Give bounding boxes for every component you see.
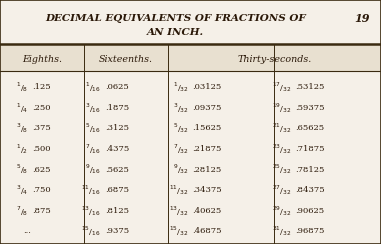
Text: .21875: .21875 (192, 145, 222, 153)
Text: $^{1}$/$_{32}$: $^{1}$/$_{32}$ (173, 80, 189, 94)
Text: $^{1}$/$_{16}$: $^{1}$/$_{16}$ (85, 80, 101, 94)
Text: $^{3}$/$_{16}$: $^{3}$/$_{16}$ (85, 101, 101, 115)
Text: .875: .875 (32, 207, 51, 215)
Text: .750: .750 (32, 186, 51, 194)
Text: .3125: .3125 (105, 124, 129, 132)
Text: Sixteenths.: Sixteenths. (99, 55, 153, 64)
Text: .9375: .9375 (105, 227, 129, 235)
Text: .71875: .71875 (295, 145, 325, 153)
Text: $^{3}$/$_{32}$: $^{3}$/$_{32}$ (173, 101, 189, 115)
Text: .4375: .4375 (105, 145, 129, 153)
Text: .1875: .1875 (105, 104, 129, 112)
Text: $^{13}$/$_{32}$: $^{13}$/$_{32}$ (169, 204, 189, 218)
Text: .09375: .09375 (192, 104, 222, 112)
Bar (0, 44, 381, 71)
Text: .34375: .34375 (192, 186, 222, 194)
Text: $^{1}$/$_{2}$: $^{1}$/$_{2}$ (16, 142, 29, 156)
Text: .8125: .8125 (105, 207, 129, 215)
Text: $^{3}$/$_{4}$: $^{3}$/$_{4}$ (16, 183, 29, 197)
Text: Thirty-seconds.: Thirty-seconds. (237, 55, 311, 64)
Text: .6875: .6875 (105, 186, 129, 194)
Text: .96875: .96875 (295, 227, 325, 235)
Text: .0625: .0625 (105, 83, 128, 91)
Text: .5625: .5625 (105, 165, 129, 173)
Text: .78125: .78125 (295, 165, 325, 173)
Text: .59375: .59375 (295, 104, 325, 112)
Text: .53125: .53125 (295, 83, 325, 91)
Text: DECIMAL EQUIVALENTS OF FRACTIONS OF: DECIMAL EQUIVALENTS OF FRACTIONS OF (45, 14, 306, 23)
Text: $^{9}$/$_{32}$: $^{9}$/$_{32}$ (173, 163, 189, 176)
Text: $^{1}$/$_{4}$: $^{1}$/$_{4}$ (16, 101, 29, 115)
Text: $^{5}$/$_{8}$: $^{5}$/$_{8}$ (16, 163, 29, 176)
Text: $^{25}$/$_{32}$: $^{25}$/$_{32}$ (272, 163, 291, 176)
Text: $^{31}$/$_{32}$: $^{31}$/$_{32}$ (272, 224, 291, 238)
Text: $^{11}$/$_{16}$: $^{11}$/$_{16}$ (81, 183, 101, 197)
Text: .500: .500 (32, 145, 51, 153)
Text: .90625: .90625 (295, 207, 324, 215)
Text: $^{5}$/$_{16}$: $^{5}$/$_{16}$ (85, 121, 101, 135)
Text: .250: .250 (32, 104, 51, 112)
Text: $^{3}$/$_{8}$: $^{3}$/$_{8}$ (16, 121, 29, 135)
Text: .15625: .15625 (192, 124, 222, 132)
Text: $^{21}$/$_{32}$: $^{21}$/$_{32}$ (272, 121, 291, 135)
Text: $^{5}$/$_{32}$: $^{5}$/$_{32}$ (173, 121, 189, 135)
Text: $^{13}$/$_{16}$: $^{13}$/$_{16}$ (81, 204, 101, 218)
Text: $^{15}$/$_{32}$: $^{15}$/$_{32}$ (169, 224, 189, 238)
Text: .84375: .84375 (295, 186, 325, 194)
Text: $^{23}$/$_{32}$: $^{23}$/$_{32}$ (272, 142, 291, 156)
Text: AN INCH.: AN INCH. (147, 29, 204, 37)
Text: $^{15}$/$_{16}$: $^{15}$/$_{16}$ (81, 224, 101, 238)
Text: $^{29}$/$_{32}$: $^{29}$/$_{32}$ (272, 204, 291, 218)
Text: .28125: .28125 (192, 165, 222, 173)
Text: .46875: .46875 (192, 227, 222, 235)
Text: $^{27}$/$_{32}$: $^{27}$/$_{32}$ (272, 183, 291, 197)
Text: Eighths.: Eighths. (22, 55, 62, 64)
Text: $^{9}$/$_{16}$: $^{9}$/$_{16}$ (85, 163, 101, 176)
Text: $^{17}$/$_{32}$: $^{17}$/$_{32}$ (272, 80, 291, 94)
Text: $^{19}$/$_{32}$: $^{19}$/$_{32}$ (272, 101, 291, 115)
Bar (0, 0, 381, 44)
Text: $^{7}$/$_{32}$: $^{7}$/$_{32}$ (173, 142, 189, 156)
Text: .65625: .65625 (295, 124, 324, 132)
Text: $^{11}$/$_{32}$: $^{11}$/$_{32}$ (169, 183, 189, 197)
Text: .125: .125 (32, 83, 51, 91)
Text: 19: 19 (354, 13, 370, 24)
Text: .03125: .03125 (192, 83, 222, 91)
Text: .625: .625 (32, 165, 51, 173)
Text: ...: ... (23, 227, 30, 235)
Text: .375: .375 (32, 124, 51, 132)
Text: $^{7}$/$_{8}$: $^{7}$/$_{8}$ (16, 204, 29, 218)
Text: $^{1}$/$_{8}$: $^{1}$/$_{8}$ (16, 80, 29, 94)
Text: .40625: .40625 (192, 207, 222, 215)
Text: $^{7}$/$_{16}$: $^{7}$/$_{16}$ (85, 142, 101, 156)
